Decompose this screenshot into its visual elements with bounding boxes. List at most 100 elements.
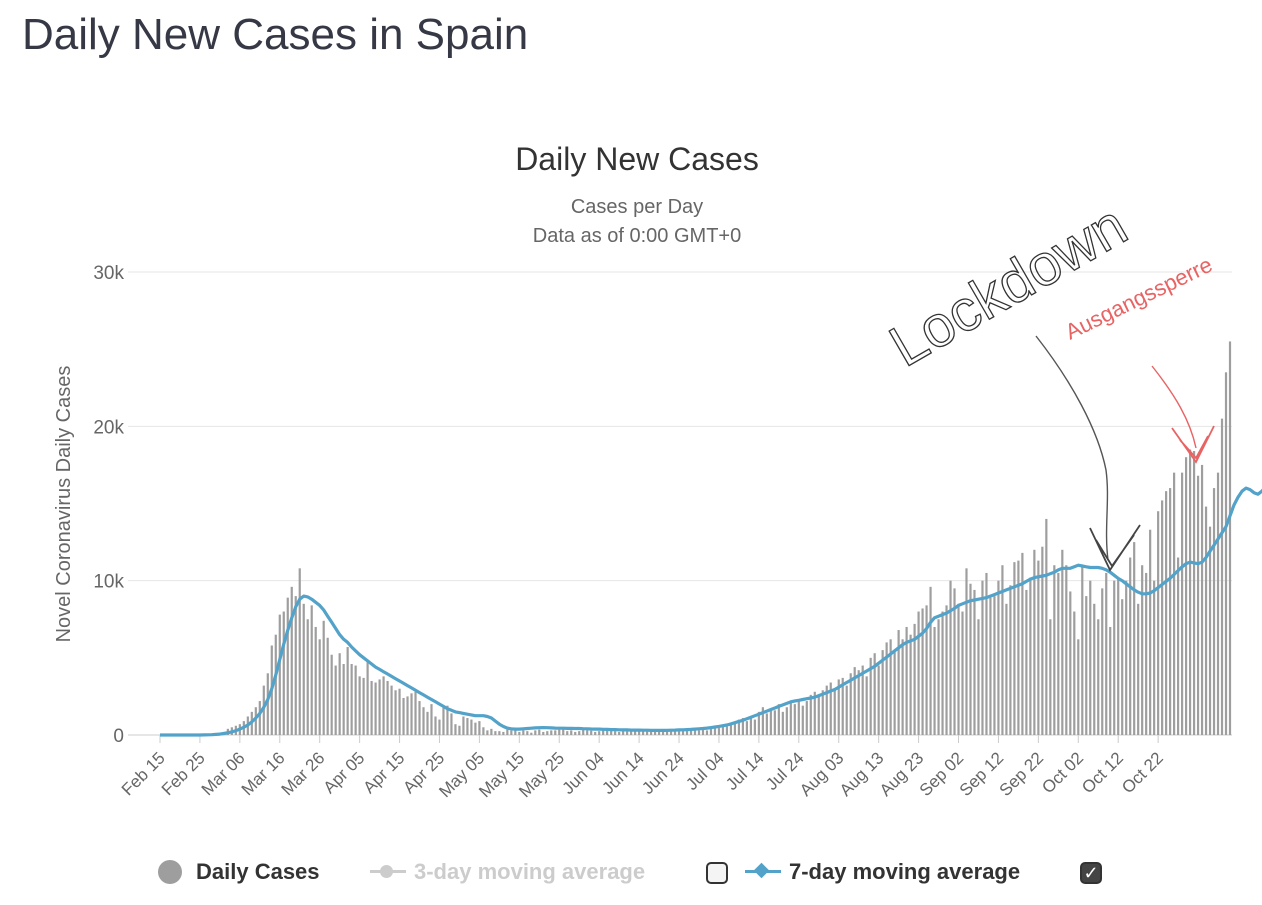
bar[interactable] bbox=[953, 588, 956, 735]
bar[interactable] bbox=[1057, 572, 1060, 735]
bar[interactable] bbox=[1141, 565, 1144, 735]
bar[interactable] bbox=[837, 679, 840, 735]
bar[interactable] bbox=[458, 725, 461, 735]
bar[interactable] bbox=[1101, 588, 1104, 735]
bar[interactable] bbox=[366, 660, 369, 735]
bar[interactable] bbox=[893, 650, 896, 735]
bar[interactable] bbox=[638, 731, 641, 735]
bar[interactable] bbox=[362, 677, 365, 735]
bar[interactable] bbox=[334, 665, 337, 735]
bar[interactable] bbox=[789, 702, 792, 735]
bar[interactable] bbox=[590, 730, 593, 735]
bar[interactable] bbox=[1029, 577, 1032, 735]
bar[interactable] bbox=[1053, 565, 1056, 735]
bar[interactable] bbox=[705, 730, 709, 735]
bar[interactable] bbox=[913, 623, 916, 735]
bar[interactable] bbox=[753, 719, 756, 735]
bar[interactable] bbox=[570, 730, 573, 735]
bar[interactable] bbox=[1169, 488, 1172, 735]
bar[interactable] bbox=[1081, 565, 1084, 735]
bar[interactable] bbox=[665, 729, 669, 735]
bar[interactable] bbox=[817, 696, 820, 735]
bar[interactable] bbox=[1137, 603, 1140, 735]
bar[interactable] bbox=[1065, 565, 1068, 735]
bar[interactable] bbox=[749, 716, 752, 735]
bar[interactable] bbox=[945, 605, 948, 735]
bar[interactable] bbox=[558, 729, 561, 735]
bar[interactable] bbox=[634, 729, 637, 735]
bar[interactable] bbox=[550, 730, 553, 735]
bar[interactable] bbox=[841, 677, 844, 735]
bar[interactable] bbox=[542, 731, 545, 735]
bar[interactable] bbox=[474, 722, 477, 735]
bar[interactable] bbox=[661, 730, 665, 735]
bar[interactable] bbox=[1009, 585, 1012, 735]
bar[interactable] bbox=[526, 731, 529, 735]
bar[interactable] bbox=[765, 713, 768, 735]
bar[interactable] bbox=[961, 611, 964, 735]
bar[interactable] bbox=[1093, 603, 1096, 735]
bar[interactable] bbox=[430, 704, 433, 735]
bar[interactable] bbox=[338, 653, 341, 735]
bar[interactable] bbox=[733, 722, 737, 735]
bar[interactable] bbox=[418, 701, 421, 735]
bar[interactable] bbox=[1161, 500, 1164, 735]
bar[interactable] bbox=[1180, 472, 1184, 735]
bar[interactable] bbox=[1109, 626, 1112, 735]
bar[interactable] bbox=[1208, 526, 1212, 735]
bar[interactable] bbox=[1220, 418, 1224, 735]
bar[interactable] bbox=[681, 730, 685, 735]
bar[interactable] bbox=[761, 707, 764, 735]
checkbox-7day-average[interactable]: ✓ bbox=[1080, 862, 1102, 884]
bar[interactable] bbox=[606, 729, 609, 735]
bar[interactable] bbox=[1021, 552, 1024, 735]
bar[interactable] bbox=[941, 611, 944, 735]
bar[interactable] bbox=[689, 728, 693, 735]
bar[interactable] bbox=[630, 728, 633, 735]
bar[interactable] bbox=[290, 586, 293, 735]
bar[interactable] bbox=[1097, 619, 1100, 735]
bar[interactable] bbox=[669, 730, 673, 735]
bar[interactable] bbox=[354, 665, 357, 735]
bar[interactable] bbox=[1013, 562, 1016, 735]
checkbox-3day-average[interactable] bbox=[706, 862, 728, 884]
bar[interactable] bbox=[729, 724, 733, 735]
bar[interactable] bbox=[422, 707, 425, 735]
bar[interactable] bbox=[901, 639, 904, 735]
bar[interactable] bbox=[797, 699, 800, 735]
bar[interactable] bbox=[614, 731, 617, 735]
bar[interactable] bbox=[981, 580, 984, 735]
bar[interactable] bbox=[1113, 580, 1116, 735]
bar[interactable] bbox=[314, 626, 317, 735]
bar[interactable] bbox=[985, 572, 988, 735]
bar[interactable] bbox=[510, 730, 513, 735]
legend-item-7day-average[interactable]: 7-day moving average bbox=[745, 850, 1020, 894]
bar[interactable] bbox=[989, 597, 992, 735]
bar[interactable] bbox=[833, 688, 836, 735]
bar[interactable] bbox=[1045, 518, 1048, 735]
bar[interactable] bbox=[446, 705, 449, 735]
bar[interactable] bbox=[1025, 589, 1028, 735]
bar[interactable] bbox=[937, 619, 940, 735]
bar[interactable] bbox=[757, 711, 760, 735]
bar[interactable] bbox=[769, 708, 772, 735]
bar[interactable] bbox=[1061, 549, 1064, 735]
bar[interactable] bbox=[677, 731, 681, 735]
bar[interactable] bbox=[1228, 341, 1232, 735]
bar[interactable] bbox=[278, 614, 281, 735]
bar[interactable] bbox=[562, 728, 565, 735]
bar[interactable] bbox=[801, 705, 804, 735]
bar[interactable] bbox=[957, 603, 960, 735]
bar[interactable] bbox=[845, 685, 848, 735]
bar[interactable] bbox=[905, 626, 908, 735]
bar[interactable] bbox=[1200, 464, 1204, 735]
bar[interactable] bbox=[382, 676, 385, 735]
bar[interactable] bbox=[1005, 603, 1008, 735]
bar[interactable] bbox=[518, 731, 521, 735]
bar[interactable] bbox=[534, 730, 537, 735]
bar[interactable] bbox=[394, 690, 397, 735]
bar[interactable] bbox=[522, 730, 525, 735]
bar[interactable] bbox=[302, 603, 305, 735]
bar[interactable] bbox=[514, 728, 517, 735]
bar[interactable] bbox=[274, 634, 277, 735]
